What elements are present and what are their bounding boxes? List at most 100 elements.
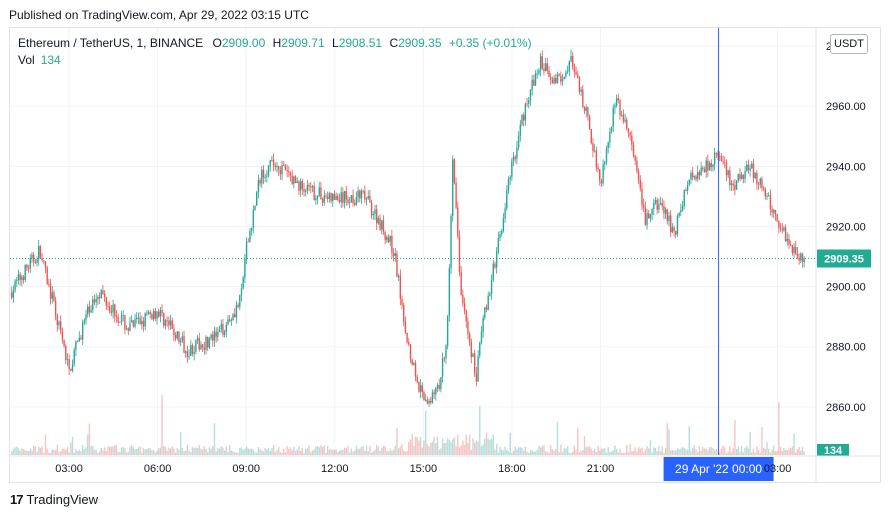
candle bbox=[196, 335, 199, 344]
candle-body bbox=[651, 208, 653, 215]
volume-bar bbox=[75, 448, 77, 455]
candle bbox=[536, 69, 538, 79]
candle bbox=[318, 181, 320, 198]
candle-body bbox=[479, 342, 481, 356]
candle-body bbox=[298, 181, 300, 191]
candle bbox=[301, 178, 304, 195]
price-tick-label: 2920.00 bbox=[826, 221, 866, 233]
volume-bar bbox=[663, 452, 665, 455]
candle bbox=[264, 173, 266, 183]
candle-body bbox=[791, 244, 794, 254]
candle-body bbox=[125, 328, 128, 330]
volume-bar bbox=[394, 445, 396, 455]
candle-body bbox=[46, 267, 48, 284]
candle-body bbox=[428, 400, 430, 404]
candle bbox=[38, 239, 40, 266]
candle-body bbox=[563, 76, 565, 80]
volume-bar bbox=[506, 449, 508, 455]
candle bbox=[276, 162, 278, 173]
candle bbox=[648, 209, 650, 219]
candle-body bbox=[421, 385, 424, 393]
candle-body bbox=[254, 205, 256, 211]
volume-bar bbox=[703, 448, 706, 455]
candle bbox=[103, 290, 106, 303]
candle bbox=[568, 60, 571, 77]
footer-branding[interactable]: 17 TradingView bbox=[10, 492, 98, 507]
volume-bar bbox=[749, 431, 751, 455]
candle bbox=[92, 295, 94, 314]
volume-bar bbox=[592, 450, 594, 455]
volume-bar bbox=[239, 447, 241, 455]
candle bbox=[256, 190, 258, 206]
candle-body bbox=[277, 166, 280, 170]
candle-body bbox=[107, 305, 109, 307]
candle bbox=[659, 196, 662, 206]
volume-bar bbox=[651, 452, 653, 455]
candle-body bbox=[288, 171, 290, 173]
candle-body bbox=[39, 245, 42, 258]
volume-bar bbox=[164, 446, 167, 455]
candle bbox=[426, 396, 429, 405]
candle-body bbox=[71, 363, 74, 371]
candle bbox=[130, 315, 133, 323]
candle bbox=[71, 359, 74, 373]
volume-bar bbox=[88, 423, 91, 455]
candle bbox=[240, 283, 243, 302]
symbol-title[interactable]: Ethereum / TetherUS, 1, BINANCE bbox=[18, 36, 204, 50]
candle bbox=[51, 286, 53, 304]
candle-body bbox=[472, 353, 474, 357]
candle bbox=[188, 349, 190, 361]
candle-body bbox=[328, 193, 331, 199]
candle bbox=[157, 308, 160, 318]
candle-body bbox=[489, 293, 491, 296]
volume-bar bbox=[386, 450, 388, 455]
candle-body bbox=[482, 317, 484, 332]
candle bbox=[201, 344, 204, 352]
volume-bar bbox=[53, 449, 55, 455]
volume-bar bbox=[328, 449, 331, 455]
time-tick-label: 09:00 bbox=[232, 463, 260, 475]
candle-body bbox=[41, 257, 43, 261]
candle-body bbox=[615, 98, 618, 106]
candle-body bbox=[494, 263, 496, 268]
candle-body bbox=[228, 319, 231, 322]
candle bbox=[46, 265, 48, 286]
candle bbox=[269, 160, 271, 172]
candle bbox=[428, 398, 430, 408]
volume-bar bbox=[299, 450, 302, 455]
candle bbox=[299, 178, 302, 198]
candle bbox=[771, 205, 773, 218]
candle-body bbox=[85, 314, 87, 321]
candle bbox=[147, 310, 150, 316]
volume-bar bbox=[354, 450, 356, 455]
candle bbox=[746, 160, 748, 172]
candle bbox=[528, 96, 530, 109]
candle bbox=[759, 177, 761, 189]
candle-body bbox=[369, 196, 371, 203]
candle bbox=[708, 160, 711, 171]
volume-bar bbox=[740, 445, 743, 455]
candle bbox=[756, 170, 758, 190]
candle bbox=[124, 314, 126, 335]
candle bbox=[362, 189, 364, 195]
volume-bar bbox=[348, 452, 351, 455]
candle bbox=[134, 313, 136, 329]
candle bbox=[749, 164, 751, 177]
volume-bar bbox=[245, 446, 248, 455]
currency-button[interactable]: USDT bbox=[830, 34, 868, 54]
candle bbox=[114, 303, 116, 323]
candle-body bbox=[438, 385, 440, 389]
candle-body bbox=[245, 241, 248, 260]
volume-bar bbox=[796, 449, 799, 455]
volume-bar bbox=[90, 445, 92, 455]
volume-bar bbox=[636, 451, 638, 455]
candle bbox=[294, 175, 297, 184]
crosshair-time-label: 29 Apr '22 00:00 bbox=[675, 462, 762, 476]
candle-body bbox=[103, 294, 106, 297]
volume-bar bbox=[291, 450, 293, 455]
candle-body bbox=[698, 171, 701, 176]
volume-bar bbox=[585, 447, 587, 455]
candle-body bbox=[137, 317, 140, 319]
volume-bar bbox=[387, 451, 390, 455]
